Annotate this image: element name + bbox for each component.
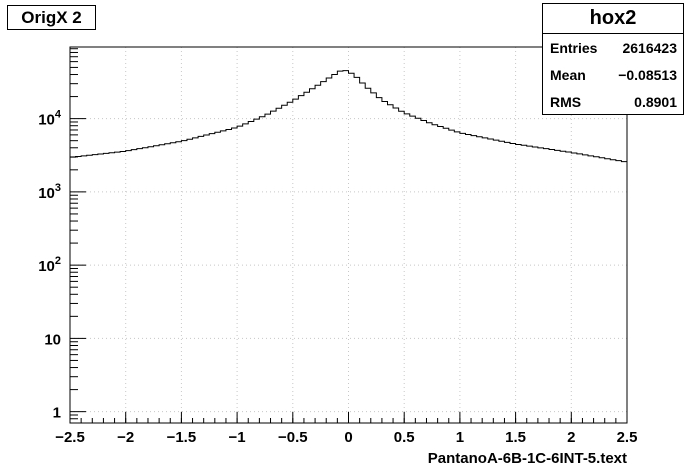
x-axis-label: PantanoA-6B-1C-6INT-5.text: [427, 450, 627, 467]
x-tick-label: 1.5: [505, 429, 526, 446]
y-tick-label: 103: [38, 182, 61, 202]
histogram-line: [70, 70, 627, 163]
y-axis: 1 10 102 103 104: [38, 48, 86, 424]
x-tick-label: 1: [456, 429, 464, 446]
y-tick-label: 104: [38, 109, 62, 129]
stats-row-rms: RMS 0.8901: [543, 88, 683, 115]
x-tick-label: 0.5: [394, 429, 415, 446]
y-tick-label: 102: [38, 255, 61, 275]
stats-value: −0.08513: [618, 66, 677, 83]
x-tick-label: −2.5: [55, 429, 85, 446]
histogram-title: OrigX 2: [21, 7, 82, 27]
stats-label: Entries: [550, 39, 598, 56]
stats-box: hox2 Entries 2616423 Mean −0.08513 RMS 0…: [542, 3, 684, 115]
x-axis: −2.5 −2 −1.5 −1 −0.5 0 0.5 1 1.5 2 2.5: [55, 412, 637, 446]
stats-label: Mean: [550, 66, 586, 83]
x-tick-label: −1.5: [167, 429, 197, 446]
histogram-title-box: OrigX 2: [7, 5, 96, 30]
x-tick-label: 0: [344, 429, 352, 446]
x-tick-label: −1: [229, 429, 246, 446]
x-tick-label: −2: [117, 429, 134, 446]
x-tick-label: 2.5: [617, 429, 638, 446]
stats-histogram-name: hox2: [543, 4, 683, 34]
stats-label: RMS: [550, 93, 582, 110]
stats-row-entries: Entries 2616423: [543, 34, 683, 61]
x-tick-label: 2: [567, 429, 575, 446]
grid-lines: [69, 47, 628, 423]
stats-value: 2616423: [622, 39, 677, 56]
stats-value: 0.8901: [634, 93, 677, 110]
histogram-bins: [70, 70, 627, 163]
x-tick-label: −0.5: [278, 429, 308, 446]
y-tick-label: 10: [44, 331, 61, 348]
stats-row-mean: Mean −0.08513: [543, 61, 683, 88]
y-tick-label: 1: [53, 405, 61, 422]
